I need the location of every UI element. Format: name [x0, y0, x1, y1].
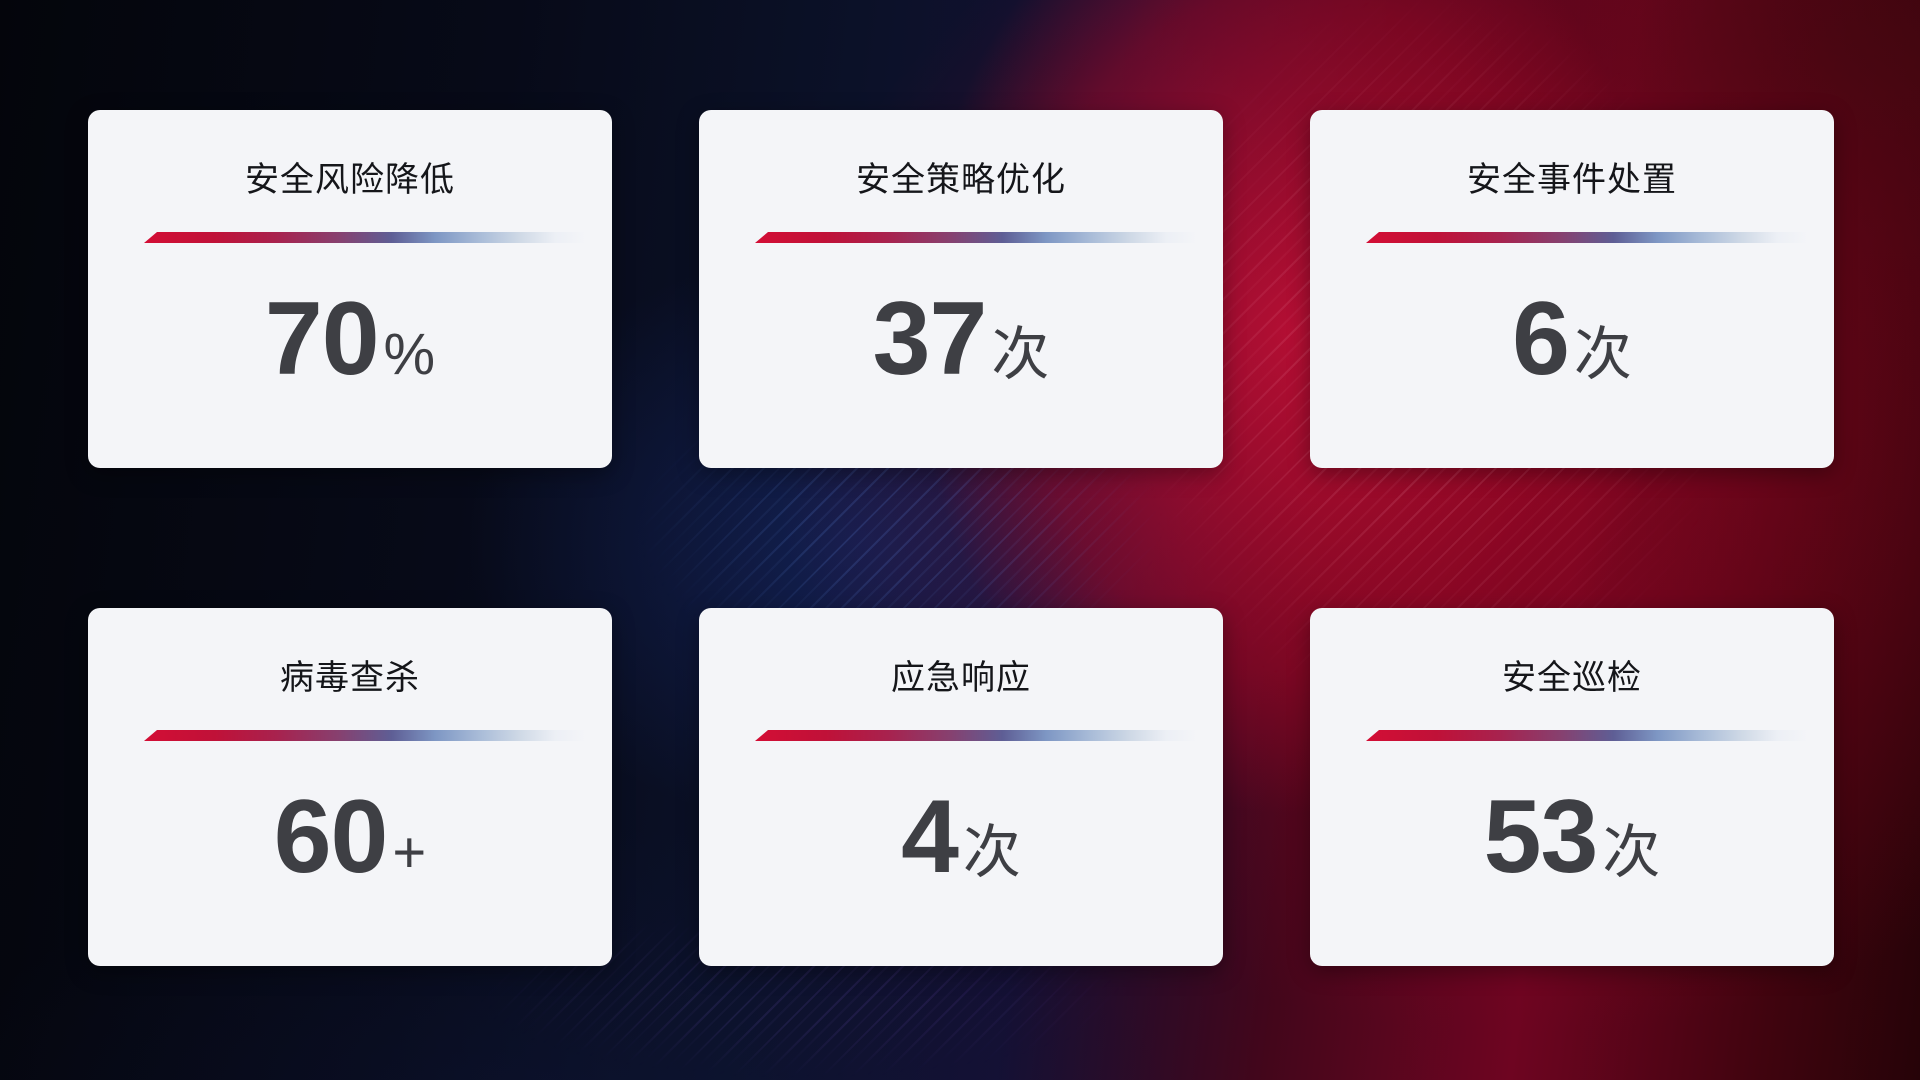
value-number: 70 — [264, 281, 380, 397]
value-number: 6 — [1512, 281, 1570, 397]
card-value: 4 次 — [699, 785, 1223, 889]
gradient-divider — [1366, 730, 1808, 741]
card-value: 60 + — [88, 785, 612, 889]
stat-card-policy-optimization: 安全策略优化 37 次 — [699, 110, 1223, 468]
gradient-divider — [144, 730, 586, 741]
card-title: 病毒查杀 — [280, 659, 420, 697]
card-value: 53 次 — [1310, 785, 1834, 889]
card-title: 安全风险降低 — [245, 161, 455, 199]
card-title: 安全事件处置 — [1467, 161, 1677, 199]
value-unit: 次 — [962, 820, 1021, 885]
gradient-divider — [1366, 232, 1808, 243]
value-unit: % — [383, 322, 436, 387]
value-number: 53 — [1483, 779, 1599, 895]
card-value: 6 次 — [1310, 287, 1834, 391]
stat-card-risk-reduction: 安全风险降低 70 % — [88, 110, 612, 468]
stat-card-security-inspection: 安全巡检 53 次 — [1310, 608, 1834, 966]
stat-card-virus-scan: 病毒查杀 60 + — [88, 608, 612, 966]
gradient-divider — [755, 232, 1197, 243]
stat-card-emergency-response: 应急响应 4 次 — [699, 608, 1223, 966]
gradient-divider — [144, 232, 586, 243]
value-number: 60 — [273, 779, 389, 895]
card-title: 安全策略优化 — [856, 161, 1066, 199]
value-number: 4 — [901, 779, 959, 895]
card-title: 安全巡检 — [1502, 659, 1642, 697]
value-unit: 次 — [991, 322, 1050, 387]
card-value: 70 % — [88, 287, 612, 391]
gradient-divider — [755, 730, 1197, 741]
card-value: 37 次 — [699, 287, 1223, 391]
card-title: 应急响应 — [891, 659, 1031, 697]
value-number: 37 — [872, 281, 988, 397]
value-unit: 次 — [1573, 322, 1632, 387]
value-unit: + — [392, 820, 427, 885]
value-unit: 次 — [1602, 820, 1661, 885]
stat-card-incident-handling: 安全事件处置 6 次 — [1310, 110, 1834, 468]
